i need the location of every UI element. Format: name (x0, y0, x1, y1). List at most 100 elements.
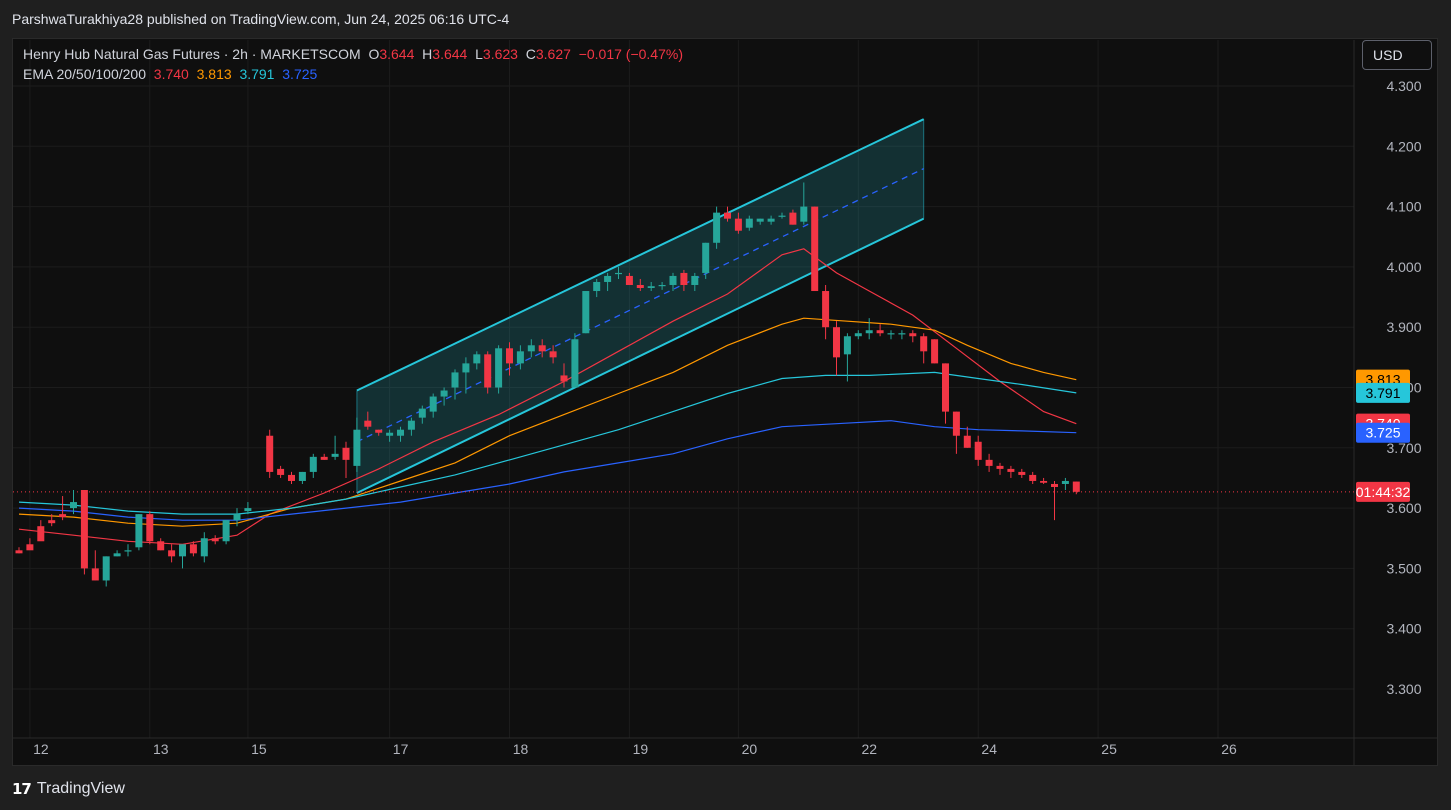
low-label: L (475, 46, 483, 62)
candle-body (854, 333, 862, 337)
candle-body (811, 206, 819, 292)
x-tick-label: 24 (981, 741, 997, 757)
open-value: 3.644 (379, 46, 415, 62)
candle-body (898, 333, 906, 335)
candle-body (484, 354, 492, 388)
candle-body (211, 538, 219, 542)
symbol-name[interactable]: Henry Hub Natural Gas Futures · 2h · MAR… (23, 46, 361, 62)
candle-body (931, 339, 939, 364)
ema50-value: 3.813 (196, 66, 232, 82)
candle-body (102, 556, 110, 581)
candle-body (244, 508, 252, 512)
candle-body (756, 218, 764, 222)
candle-body (157, 541, 165, 551)
x-tick-label: 19 (633, 741, 649, 757)
candle-body (636, 284, 644, 289)
candle-body (713, 212, 721, 243)
symbol-legend: Henry Hub Natural Gas Futures · 2h · MAR… (23, 46, 683, 62)
candle-body (1072, 481, 1080, 492)
ema20-value: 3.740 (153, 66, 189, 82)
candle-body (789, 212, 797, 225)
candle-body (538, 345, 546, 352)
y-tick-label: 4.000 (1386, 259, 1421, 275)
candle-body (625, 275, 633, 285)
publish-bar: ParshwaTurakhiya28 published on TradingV… (0, 0, 1451, 38)
ema-label[interactable]: EMA 20/50/100/200 (23, 66, 146, 82)
candle-body (48, 520, 56, 524)
candle-body (26, 544, 34, 551)
channel-lower-line (356, 217, 925, 494)
candle-body (734, 218, 742, 231)
high-label: H (422, 46, 433, 62)
candle-body (418, 408, 426, 418)
price-axis-label: 3.791 (1365, 385, 1400, 401)
candle-body (1051, 483, 1058, 487)
candle-body (745, 218, 753, 228)
candle-body (909, 333, 917, 337)
candle-body (1007, 468, 1015, 472)
channel-midline (356, 168, 924, 443)
candle-body (353, 429, 361, 466)
footer-brand[interactable]: 17 TradingView (12, 778, 125, 800)
x-tick-label: 20 (742, 741, 758, 757)
candle-body (288, 474, 295, 481)
x-tick-label: 22 (862, 741, 878, 757)
candle-body (800, 206, 808, 222)
x-tick-label: 17 (393, 741, 409, 757)
candle-body (952, 411, 960, 436)
ema-line-2 (18, 371, 1077, 515)
x-tick-label: 26 (1221, 741, 1237, 757)
candle-body (473, 354, 481, 364)
candle-body (146, 514, 154, 542)
low-value: 3.623 (482, 46, 518, 62)
candle-body (942, 363, 949, 412)
candle-body (342, 447, 350, 460)
candle-body (865, 330, 873, 334)
candle-body (691, 275, 699, 285)
candle-body (364, 420, 372, 427)
candle-body (767, 218, 775, 222)
ema200-value: 3.725 (282, 66, 318, 82)
ema-line-3 (18, 420, 1077, 521)
candle-body (963, 435, 971, 448)
candle-body (549, 351, 557, 358)
y-tick-label: 3.900 (1386, 319, 1421, 335)
y-tick-label: 4.200 (1386, 138, 1421, 154)
candle-body (233, 514, 241, 521)
high-value: 3.644 (432, 46, 468, 62)
price-axis-label-bg (1356, 481, 1410, 502)
candle-body (724, 212, 731, 219)
candle-body (680, 272, 688, 285)
close-value: 3.627 (535, 46, 571, 62)
candle-body (91, 568, 99, 581)
close-label: C (525, 46, 536, 62)
candle-body (702, 242, 710, 273)
candle-body (397, 429, 404, 436)
candle-body (604, 275, 612, 282)
candle-body (124, 550, 132, 552)
y-tick-label: 4.100 (1386, 199, 1421, 215)
price-axis-label: 01:44:32 (1356, 484, 1411, 500)
x-tick-label: 18 (513, 741, 529, 757)
candle-body (985, 459, 993, 466)
candle-body (462, 363, 470, 373)
x-tick-label: 25 (1101, 741, 1117, 757)
currency-button[interactable]: USD (1362, 40, 1432, 70)
candle-body (1018, 471, 1026, 475)
y-tick-label: 3.400 (1386, 621, 1421, 637)
ema-line-1 (18, 317, 1077, 527)
candle-body (887, 333, 895, 335)
x-tick-label: 15 (251, 741, 267, 757)
price-axis-label-bg (1356, 422, 1410, 443)
candle-body (189, 544, 197, 554)
candle-body (407, 420, 415, 430)
ema-line-0 (18, 248, 1077, 545)
candle-body (615, 272, 622, 275)
chart-panel[interactable] (12, 38, 1438, 766)
candle-body (15, 550, 23, 554)
candle-body (822, 291, 830, 328)
candle-body (647, 286, 655, 289)
candle-body (495, 348, 503, 388)
candle-body (527, 345, 535, 352)
